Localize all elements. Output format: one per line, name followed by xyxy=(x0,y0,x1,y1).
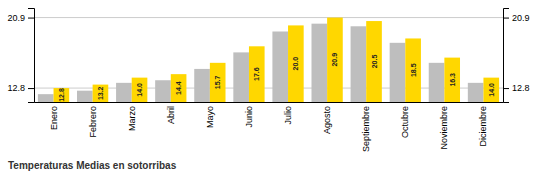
tick-mark xyxy=(503,88,509,89)
bar xyxy=(210,63,226,102)
data-label: 20.9 xyxy=(331,53,338,67)
bar xyxy=(272,32,288,103)
data-label: 20.5 xyxy=(371,55,378,69)
bar xyxy=(288,25,304,102)
bar xyxy=(366,21,382,102)
data-label: 18.5 xyxy=(410,63,417,77)
tick-label: Diciembre xyxy=(478,106,488,147)
bar xyxy=(351,26,367,102)
tick-label: Junio xyxy=(244,106,254,128)
bar xyxy=(116,83,132,102)
tick-mark xyxy=(503,18,509,19)
bar xyxy=(38,94,54,102)
bar xyxy=(194,69,210,102)
bar xyxy=(405,38,421,102)
data-label: 15.7 xyxy=(214,75,221,89)
bar xyxy=(54,88,70,102)
bars xyxy=(38,18,499,102)
tick: 12.8 xyxy=(503,83,530,93)
bar xyxy=(171,74,187,102)
data-label: 12.8 xyxy=(58,88,65,102)
data-label: 14.4 xyxy=(175,81,182,95)
tick: Junio xyxy=(244,106,254,128)
data-label: 14.0 xyxy=(488,83,495,97)
y-axis: 12.8 20.9 xyxy=(7,9,34,103)
tick-mark xyxy=(28,18,34,19)
tick: 20.9 xyxy=(503,13,530,23)
chart-container: 12.8 13.2 14.0 14.4 15.7 17.6 20.0 20.9 20.5 18.5… xyxy=(0,0,537,174)
axis-line xyxy=(28,9,35,103)
bar xyxy=(155,80,171,102)
tick: Septiembre xyxy=(361,106,371,152)
bar xyxy=(390,43,406,102)
tick: Mayo xyxy=(205,106,215,128)
tick-label: Mayo xyxy=(205,106,215,128)
tick: Febrero xyxy=(88,106,98,138)
axis-line xyxy=(35,102,504,103)
data-labels: 12.8 13.2 14.0 14.4 15.7 17.6 20.0 20.9 20.5 18.5… xyxy=(58,53,495,102)
tick-label: 20.9 xyxy=(7,13,25,23)
data-label: 13.2 xyxy=(97,86,104,100)
bar xyxy=(233,52,249,102)
tick: Octubre xyxy=(400,106,410,138)
chart: 12.8 13.2 14.0 14.4 15.7 17.6 20.0 20.9 20.5 18.5… xyxy=(0,0,537,174)
tick-label: Octubre xyxy=(400,106,410,138)
bar-series xyxy=(54,18,500,102)
tick-label: 12.8 xyxy=(512,83,530,93)
tick: Diciembre xyxy=(478,106,488,147)
x-axis: Enero Febrero Marzo Abril Mayo Junio Julio Agos… xyxy=(35,103,504,153)
bar xyxy=(249,46,265,102)
data-label: 14.0 xyxy=(136,83,143,97)
title: Temperaturas Medias en sotorribas xyxy=(8,160,177,171)
tick: 20.9 xyxy=(7,13,34,23)
bar xyxy=(311,24,327,102)
data-label: 20.0 xyxy=(292,57,299,71)
tick: Noviembre xyxy=(439,106,449,150)
bar xyxy=(93,85,109,102)
tick-label: Febrero xyxy=(88,106,98,138)
grid-line xyxy=(34,17,503,18)
tick-mark xyxy=(28,88,34,89)
tick-label: Agosto xyxy=(322,106,332,134)
bar xyxy=(429,63,445,102)
tick-label: Marzo xyxy=(127,106,137,131)
y2-axis: 12.8 20.9 xyxy=(503,9,530,103)
tick: Marzo xyxy=(127,106,137,131)
bar xyxy=(77,91,93,102)
tick-label: Julio xyxy=(283,106,293,125)
tick: Julio xyxy=(283,106,293,125)
tick-label: Abril xyxy=(166,106,176,124)
tick: Agosto xyxy=(322,106,332,134)
axis-line xyxy=(504,9,510,103)
tick: 12.8 xyxy=(7,83,34,93)
tick: Enero xyxy=(49,106,59,130)
tick: Abril xyxy=(166,106,176,124)
tick-label: Enero xyxy=(49,106,59,130)
tick-label: Noviembre xyxy=(439,106,449,150)
data-label: 17.6 xyxy=(253,67,260,81)
bar xyxy=(468,83,484,102)
tick-label: 12.8 xyxy=(7,83,25,93)
tick-label: Septiembre xyxy=(361,106,371,152)
bar-series xyxy=(38,24,484,102)
data-label: 16.3 xyxy=(449,73,456,87)
bar xyxy=(444,58,460,102)
plot: 12.8 13.2 14.0 14.4 15.7 17.6 20.0 20.9 20.5 18.5… xyxy=(7,9,529,153)
bar xyxy=(132,78,148,102)
bar xyxy=(327,18,343,102)
tick-label: 20.9 xyxy=(512,13,530,23)
bar xyxy=(483,78,499,102)
